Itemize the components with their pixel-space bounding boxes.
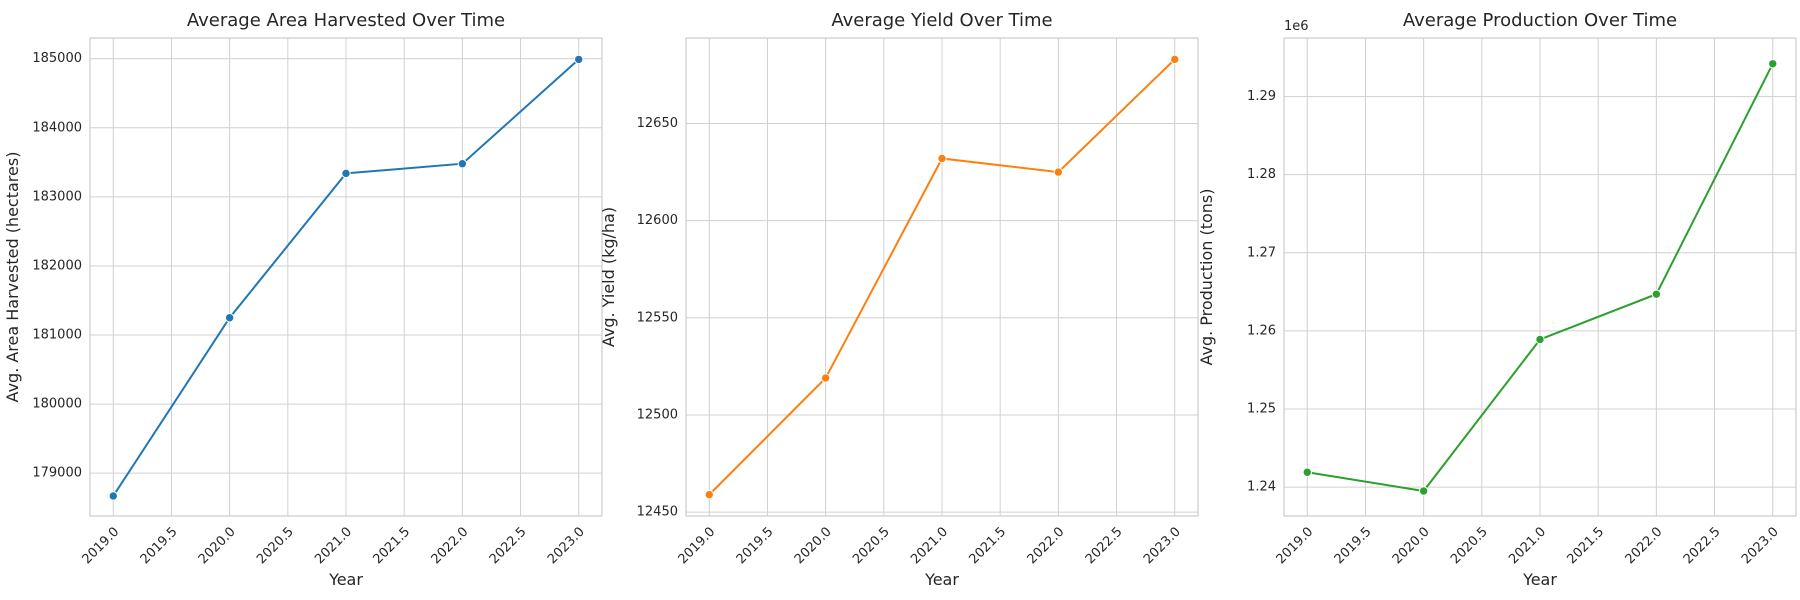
data-point xyxy=(1302,467,1312,477)
subplot-1: 2019.0 2019.5 2020.0 2020.5 2021.0 2021.5 2022… xyxy=(3,10,603,589)
data-point xyxy=(820,373,831,383)
y-tick-label: 1.27 xyxy=(1247,245,1276,260)
data-point xyxy=(457,159,468,169)
x-tick-label: 2021.0 xyxy=(312,524,355,567)
y-tick-label: 182000 xyxy=(32,258,82,273)
x-tick-label: 2021.5 xyxy=(966,524,1009,567)
y-tick-label: 12450 xyxy=(637,505,678,520)
y-tick-label: 1.24 xyxy=(1247,480,1276,495)
chart-title: Average Area Harvested Over Time xyxy=(187,10,505,31)
x-tick-label: 2023.0 xyxy=(1739,524,1782,567)
y-tick-label: 179000 xyxy=(32,466,82,481)
data-point xyxy=(937,153,947,164)
plot-frame xyxy=(1283,37,1797,517)
chart-title: Average Yield Over Time xyxy=(831,10,1052,31)
x-tick-label: 2019.0 xyxy=(676,524,719,567)
y-tick-label: 181000 xyxy=(32,328,82,343)
x-tick-label: 2019.0 xyxy=(1274,524,1317,567)
y-tick-label: 1.28 xyxy=(1247,167,1276,182)
chart-title: Average Production Over Time xyxy=(1403,10,1677,31)
x-tick-label: 2020.5 xyxy=(254,524,297,567)
x-tick-label: 2019.5 xyxy=(1332,524,1375,567)
x-tick-label: 2019.5 xyxy=(138,524,181,567)
x-tick-label: 2023.0 xyxy=(545,524,588,567)
x-tick-label: 2022.5 xyxy=(1083,524,1126,567)
x-tick-label: 2021.0 xyxy=(908,524,951,567)
x-tick-label: 2020.0 xyxy=(792,524,835,567)
data-point xyxy=(1170,54,1180,65)
y-tick-label: 183000 xyxy=(32,189,82,204)
x-tick-label: 2020.0 xyxy=(196,524,239,567)
data-point xyxy=(704,489,714,500)
x-tick-label: 2022.5 xyxy=(487,524,530,567)
data-point xyxy=(1651,289,1662,299)
y-tick-label: 12550 xyxy=(637,310,678,325)
data-point xyxy=(1053,167,1064,177)
data-point xyxy=(1535,334,1545,345)
x-tick-label: 2021.0 xyxy=(1506,524,1549,567)
y-axis-label: Avg. Area Harvested (hectares) xyxy=(3,152,22,403)
plot-frame xyxy=(685,37,1199,517)
x-tick-label: 2019.5 xyxy=(734,524,777,567)
axis-offset-text: 1e6 xyxy=(1284,19,1309,34)
x-tick-label: 2019.0 xyxy=(80,524,123,567)
subplot-3: 2019.0 2019.5 2020.0 2020.5 2021.0 2021.5 2022… xyxy=(1197,10,1797,589)
y-tick-label: 12600 xyxy=(637,213,678,228)
x-axis-label: Year xyxy=(328,570,363,589)
data-point xyxy=(224,313,235,323)
data-point xyxy=(341,168,351,179)
y-tick-label: 1.25 xyxy=(1247,401,1276,416)
x-tick-label: 2020.0 xyxy=(1390,524,1433,567)
y-tick-label: 1.26 xyxy=(1247,323,1276,338)
y-tick-label: 12500 xyxy=(637,407,678,422)
x-tick-label: 2020.5 xyxy=(1448,524,1491,567)
x-tick-label: 2022.0 xyxy=(429,524,472,567)
plot-frame xyxy=(89,37,603,517)
data-point xyxy=(1768,59,1778,69)
x-tick-label: 2021.5 xyxy=(1564,524,1607,567)
y-tick-label: 185000 xyxy=(32,51,82,66)
x-tick-label: 2020.5 xyxy=(850,524,893,567)
y-axis-label: Avg. Production (tons) xyxy=(1197,188,1216,365)
x-tick-label: 2022.0 xyxy=(1025,524,1068,567)
y-tick-label: 1.29 xyxy=(1247,89,1276,104)
x-axis-label: Year xyxy=(924,570,959,589)
y-axis-label: Avg. Yield (kg/ha) xyxy=(599,207,618,347)
x-tick-label: 2021.5 xyxy=(370,524,413,567)
y-tick-label: 180000 xyxy=(32,397,82,412)
data-point xyxy=(574,54,584,65)
data-point xyxy=(1418,486,1429,496)
y-tick-label: 184000 xyxy=(32,120,82,135)
y-tick-label: 12650 xyxy=(637,116,678,131)
x-tick-label: 2022.5 xyxy=(1681,524,1724,567)
subplot-2: 2019.0 2019.5 2020.0 2020.5 2021.0 2021.5 2022… xyxy=(599,10,1199,589)
data-point xyxy=(108,491,118,501)
x-tick-label: 2022.0 xyxy=(1623,524,1666,567)
x-tick-label: 2023.0 xyxy=(1141,524,1184,567)
x-axis-label: Year xyxy=(1522,570,1557,589)
